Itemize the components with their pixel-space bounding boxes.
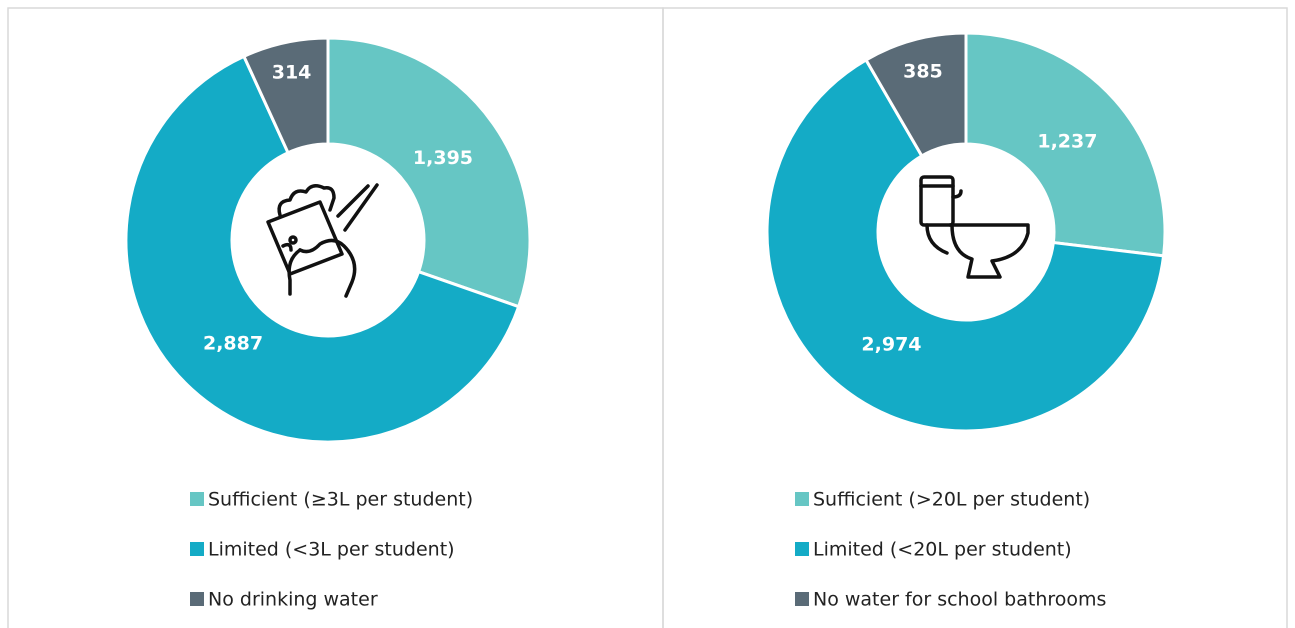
donut-slice [326,36,532,309]
drinking-icon [266,183,379,298]
donut-slice [964,31,1167,258]
toilet-icon [919,175,1030,279]
donut-slice [863,31,968,158]
value-label: 314 [272,61,312,83]
legend-swatch [190,542,204,556]
donut-slice [765,57,1166,433]
legend-label: Limited (<3L per student) [208,539,455,561]
value-label: 1,395 [413,147,473,169]
legend-swatch [190,592,204,606]
legend-swatch [795,542,809,556]
value-label: 2,887 [203,333,263,355]
legend-label: Sufficient (>20L per student) [813,489,1090,511]
donut-slice [124,54,521,444]
value-label: 2,974 [861,334,921,356]
legend-swatch [795,592,809,606]
value-label: 385 [903,61,943,83]
legend-swatch [190,492,204,506]
legend-label: No water for school bathrooms [813,589,1106,611]
donut-slice [241,36,330,155]
legend-swatch [795,492,809,506]
legend-label: Sufficient (≥3L per student) [208,489,473,511]
legend-label: No drinking water [208,589,378,611]
value-label: 1,237 [1037,131,1097,153]
panel [662,7,1288,628]
icons [266,175,1030,298]
charts: 1,395 Sufficient (≥3L per student) 2,887 Li… [124,31,1167,611]
legend-label: Limited (<20L per student) [813,539,1072,561]
